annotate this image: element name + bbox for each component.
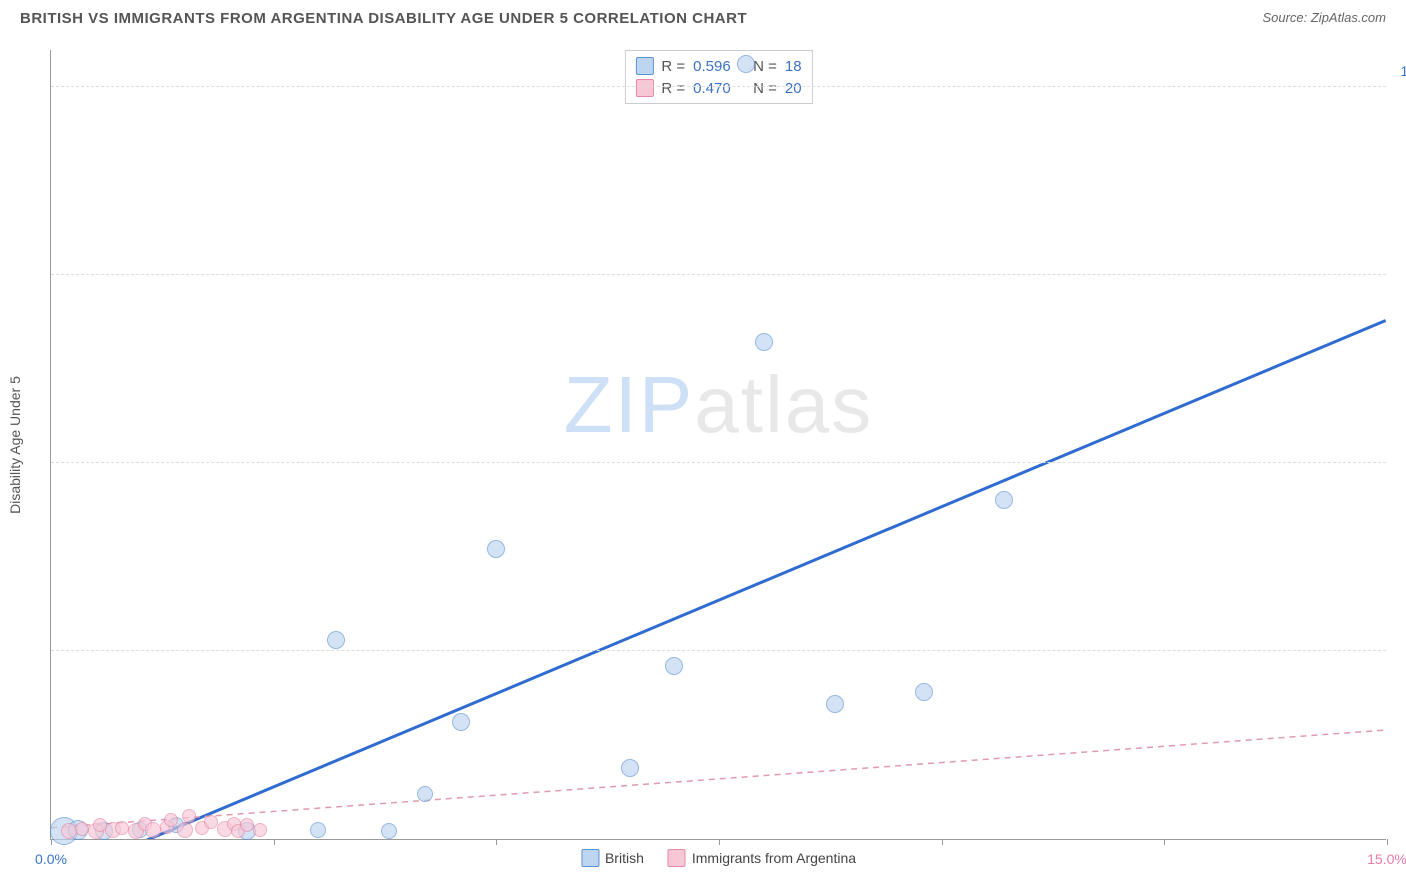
x-tick [942,839,943,845]
legend-label: Immigrants from Argentina [692,850,856,866]
y-tick-label: 25.0% [1393,627,1406,643]
legend-rn-row: R = 0.470 N = 20 [635,77,801,99]
plot-area: ZIPatlas R =0.596N =18R =0.470N =20 Brit… [50,50,1386,840]
chart-title: BRITISH VS IMMIGRANTS FROM ARGENTINA DIS… [20,10,747,27]
watermark: ZIPatlas [564,359,873,451]
legend-r-value: 0.470 [693,80,745,97]
chart-wrapper: Disability Age Under 5 ZIPatlas R =0.596… [50,50,1386,840]
scatter-point-argentina [61,823,77,839]
legend-n-label: N = [753,80,777,97]
x-tick [274,839,275,845]
grid-line [51,274,1386,275]
legend-swatch [668,849,686,867]
scatter-point-british [452,713,470,731]
legend-rn-row: R =0.596N =18 [635,55,801,77]
legend-label: British [605,850,644,866]
scatter-point-british [755,333,773,351]
source-prefix: Source: [1262,10,1310,25]
legend-swatch [581,849,599,867]
scatter-point-british [915,683,933,701]
y-tick-label: 50.0% [1393,439,1406,455]
legend-bottom-item: Immigrants from Argentina [668,849,856,867]
y-tick-label: 100.0% [1393,63,1406,79]
source-attribution: Source: ZipAtlas.com [1262,10,1386,25]
x-tick-label: 0.0% [35,851,67,867]
legend-rn: R =0.596N =18R =0.470N =20 [624,50,812,104]
legend-r-label: R = [661,58,685,75]
grid-line [51,650,1386,651]
legend-n-value: 18 [785,58,802,75]
scatter-point-argentina [182,809,196,823]
grid-line [51,86,1386,87]
legend-bottom: British Immigrants from Argentina [581,849,856,867]
legend-n-value: 20 [785,80,802,97]
title-bar: BRITISH VS IMMIGRANTS FROM ARGENTINA DIS… [0,0,1406,27]
trend-line-british [114,321,1386,839]
watermark-right: atlas [694,360,873,449]
legend-r-label: R = [661,80,685,97]
scatter-point-british [621,759,639,777]
watermark-left: ZIP [564,360,694,449]
scatter-point-british [417,786,433,802]
legend-n-label: N = [753,58,777,75]
scatter-point-argentina [253,823,267,837]
legend-bottom-item: British [581,849,644,867]
legend-swatch [635,79,653,97]
source-link[interactable]: ZipAtlas.com [1311,10,1386,25]
x-tick [51,839,52,845]
grid-line [51,462,1386,463]
scatter-point-argentina [240,818,254,832]
scatter-point-british [381,823,397,839]
scatter-point-argentina [177,822,193,838]
x-tick [1164,839,1165,845]
scatter-point-british [487,540,505,558]
x-tick [496,839,497,845]
scatter-point-british [665,657,683,675]
legend-swatch [635,57,653,75]
scatter-point-british [310,822,326,838]
x-tick [719,839,720,845]
scatter-point-british [995,491,1013,509]
scatter-point-argentina [164,813,178,827]
scatter-point-british [826,695,844,713]
y-axis-label: Disability Age Under 5 [7,376,23,514]
y-tick-label: 75.0% [1393,251,1406,267]
trend-line-argentina [51,730,1385,828]
trend-lines-svg [51,50,1386,839]
x-tick-label: 15.0% [1367,851,1406,867]
x-tick [1387,839,1388,845]
scatter-point-british [737,55,755,73]
scatter-point-british [327,631,345,649]
